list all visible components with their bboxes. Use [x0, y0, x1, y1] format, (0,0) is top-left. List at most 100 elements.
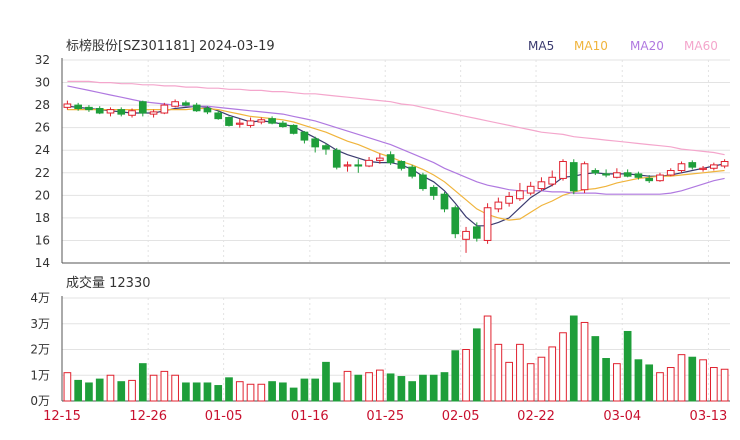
x-axis: 12-15 12-26 01-05 01-16 01-25 02-05 02-22 03-04…	[43, 409, 727, 424]
candle	[580, 161, 589, 194]
candle	[63, 100, 72, 110]
volume-bar	[516, 343, 524, 402]
price-y-tick: 26	[35, 121, 50, 135]
price-y-tick: 24	[35, 143, 50, 157]
candle-body	[332, 149, 341, 168]
volume-bar	[419, 374, 427, 402]
x-tick-label: 02-05	[442, 409, 480, 424]
candle	[375, 153, 384, 164]
volume-bar	[171, 374, 179, 402]
candle	[257, 117, 266, 125]
volume-bar	[494, 343, 503, 402]
candle	[354, 159, 363, 173]
volume-bar	[709, 367, 718, 402]
candle	[365, 156, 373, 168]
candle	[677, 161, 686, 173]
candle-body	[569, 162, 578, 192]
candle	[268, 116, 276, 125]
volume-bar	[311, 378, 320, 402]
candle-body	[397, 161, 406, 169]
candle-body	[343, 164, 352, 167]
price-y-tick: 20	[35, 188, 50, 202]
candle-body	[688, 162, 697, 168]
volume-bar	[613, 363, 621, 402]
candle	[472, 222, 481, 242]
candle-body	[494, 201, 503, 210]
volume-bar	[451, 350, 460, 402]
x-tick-label: 01-25	[366, 409, 404, 424]
volume-bar	[645, 364, 654, 402]
candle	[699, 166, 707, 172]
volume-bar	[580, 321, 589, 402]
candle-body	[235, 122, 244, 125]
volume-bars	[63, 315, 729, 402]
volume-bar	[656, 372, 664, 402]
price-y-tick: 28	[35, 98, 50, 112]
ma-line-ma60	[67, 80, 725, 156]
volume-bar	[505, 361, 513, 402]
volume-bar	[289, 387, 298, 402]
candle	[117, 107, 126, 117]
candlesticks	[63, 99, 729, 253]
volume-bar	[483, 315, 492, 402]
legend-ma20: MA20	[630, 39, 664, 53]
candle-body	[634, 173, 643, 178]
candle-body	[192, 104, 201, 112]
candle	[505, 191, 513, 207]
volume-bar	[128, 379, 136, 402]
volume-bar	[537, 356, 546, 402]
candle-body	[451, 207, 460, 235]
candle	[279, 120, 287, 128]
candle-body	[386, 154, 395, 164]
candle	[656, 172, 664, 182]
volume-y-tick: 4万	[30, 291, 50, 305]
candle-body	[623, 172, 632, 177]
candle	[246, 117, 255, 128]
candle-body	[257, 119, 266, 123]
volume-bar	[149, 374, 158, 402]
candle-body	[311, 138, 320, 148]
legend-ma10: MA10	[574, 39, 608, 53]
volume-bar	[462, 349, 470, 402]
price-grid	[61, 58, 730, 264]
candle-body	[289, 124, 298, 134]
candle	[645, 175, 654, 183]
volume-bar	[192, 382, 201, 402]
volume-y-axis: 0万 1万 2万 3万 4万	[30, 291, 50, 408]
candle-body	[214, 112, 223, 120]
volume-y-tick: 1万	[30, 368, 50, 382]
candle-body	[613, 172, 621, 178]
candle	[311, 136, 320, 153]
candle-body	[462, 230, 470, 240]
x-tick-label: 12-26	[129, 409, 167, 424]
candle-body	[74, 104, 83, 109]
candle-body	[375, 157, 384, 161]
candle-body	[95, 107, 104, 114]
candle-body	[677, 163, 686, 172]
candle-body	[526, 185, 535, 194]
x-tick-label: 01-16	[291, 409, 329, 424]
price-y-axis: 14 16 18 20 22 24 26 28 30 32	[35, 53, 50, 270]
ma-line-ma10	[67, 107, 725, 221]
volume-y-tick: 3万	[30, 317, 50, 331]
candle-body	[182, 102, 190, 106]
candle	[386, 151, 395, 165]
moving-average-lines	[67, 80, 725, 227]
price-y-tick: 32	[35, 53, 50, 67]
legend-ma5: MA5	[528, 39, 554, 53]
candle-body	[429, 186, 438, 196]
candle-body	[225, 117, 233, 126]
volume-bar	[332, 382, 341, 402]
volume-bar	[720, 368, 729, 402]
candle-body	[591, 170, 600, 174]
candle	[451, 205, 460, 239]
volume-bar	[623, 330, 632, 402]
candle	[343, 161, 352, 172]
candle-body	[656, 174, 664, 182]
candle	[171, 99, 179, 108]
candle	[440, 191, 449, 213]
candle-body	[149, 111, 158, 115]
candle-body	[699, 167, 707, 170]
volume-y-tick: 2万	[30, 343, 50, 357]
